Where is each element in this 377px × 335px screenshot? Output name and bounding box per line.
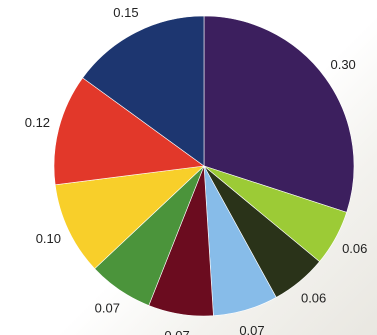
pie-slice-label-2: 0.06 <box>342 241 367 256</box>
pie-slice-label-5: 0.07 <box>164 328 189 335</box>
pie-slice-label-7: 0.10 <box>36 231 61 246</box>
pie-labels: 0.30 0.06 0.06 0.07 0.07 0.07 0.10 0.12 0.15 <box>25 5 368 335</box>
pie-slices <box>53 15 355 317</box>
pie-slice-label-9: 0.15 <box>113 5 138 20</box>
pie-slice-1 <box>203 15 355 213</box>
pie-slice-8 <box>53 77 205 186</box>
pie-slice-7 <box>54 165 205 270</box>
pie-slice-9 <box>82 15 205 167</box>
pie-slice-label-3: 0.06 <box>301 291 326 306</box>
pie-slice-label-8: 0.12 <box>25 115 50 130</box>
pie-slice-label-4: 0.07 <box>239 323 264 335</box>
pie-slice-label-1: 0.30 <box>330 57 355 72</box>
pie-slice-label-6: 0.07 <box>95 300 120 315</box>
